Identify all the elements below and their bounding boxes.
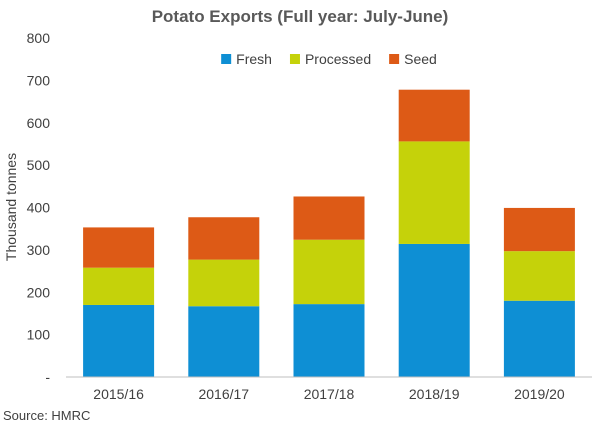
legend: Fresh Processed Seed [221,51,437,67]
bar-processed-2015-16 [83,267,155,305]
bar-fresh-2017-18 [293,304,365,377]
y-tick-label: 800 [27,30,51,46]
legend-label-seed: Seed [404,51,437,67]
y-axis-ticks: - 100 200 300 400 500 600 700 800 [27,30,51,385]
legend-label-processed: Processed [305,51,371,67]
bar-fresh-2018-19 [398,243,470,377]
legend-swatch-processed [289,54,300,64]
bar-seed-2017-18 [293,196,365,240]
legend-swatch-seed [389,54,400,64]
y-tick-label: 400 [27,200,51,216]
bar-fresh-2015-16 [83,304,155,377]
bar-fresh-2019-20 [503,300,575,377]
x-tick-label: 2016/17 [198,386,249,402]
bar-seed-2019-20 [503,207,575,252]
bar-fresh-2016-17 [188,306,260,377]
bar-processed-2019-20 [503,251,575,301]
y-tick-label: 200 [27,284,51,300]
x-axis-ticks: 2015/16 2016/17 2017/18 2018/19 2019/20 [93,386,565,402]
legend-label-fresh: Fresh [236,51,272,67]
bars [83,89,575,377]
y-tick-label: 500 [27,157,51,173]
bar-seed-2016-17 [188,217,260,260]
y-tick-label: - [45,369,50,385]
y-axis-label: Thousand tonnes [3,153,19,261]
bar-processed-2018-19 [398,141,470,244]
x-tick-label: 2019/20 [514,386,565,402]
bar-seed-2015-16 [83,227,155,268]
x-tick-label: 2018/19 [409,386,460,402]
chart-title: Potato Exports (Full year: July-June) [152,7,449,26]
bar-seed-2018-19 [398,89,470,142]
y-tick-label: 600 [27,115,51,131]
source-note: Source: HMRC [3,408,90,423]
bar-processed-2016-17 [188,259,260,307]
x-tick-label: 2015/16 [93,386,144,402]
bar-processed-2017-18 [293,239,365,305]
x-tick-label: 2017/18 [304,386,355,402]
y-tick-label: 300 [27,242,51,258]
y-tick-label: 700 [27,72,51,88]
legend-swatch-fresh [221,54,232,64]
y-tick-label: 100 [27,327,51,343]
